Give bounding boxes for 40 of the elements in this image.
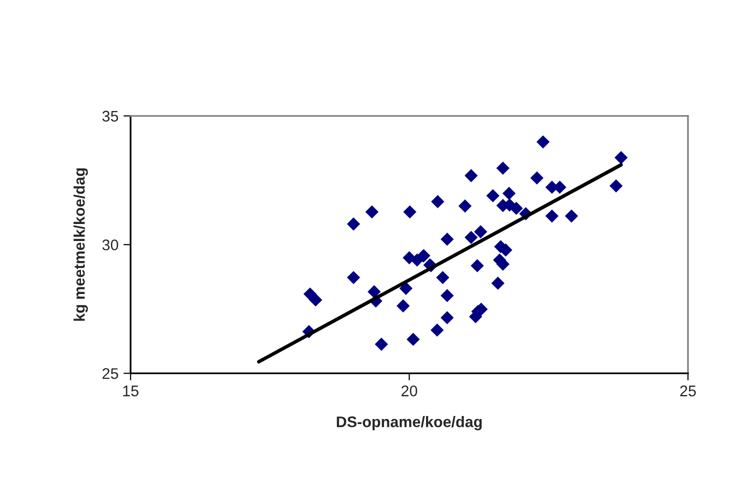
point [431,195,444,208]
point [545,209,559,223]
point [440,311,454,324]
point [368,285,381,298]
point [510,202,523,215]
point [486,189,500,202]
point [374,338,388,351]
point [365,205,379,219]
point [440,288,454,302]
y-axis-title: kg meetmelk/koe/dag [74,168,88,321]
x-tick-label: 25 [680,386,696,396]
point [346,217,360,231]
point [491,276,504,290]
point [502,186,516,200]
point [614,151,628,164]
point [406,332,420,346]
point [399,282,413,295]
point [440,232,454,246]
point [403,205,416,219]
x-axis-title: DS-opname/koe/dag [336,416,482,430]
point [470,259,484,272]
point [609,179,623,193]
point [346,270,360,284]
y-tick-label: 30 [102,239,118,250]
point [436,270,450,284]
point [309,293,322,307]
point [536,135,550,149]
x-tick-label: 20 [402,386,418,396]
point [474,225,488,238]
point [496,162,510,175]
point [396,299,410,312]
point [464,230,478,244]
point [430,323,444,337]
y-tick-label: 35 [102,110,118,122]
point [564,209,578,223]
point [530,171,544,185]
y-tick-label: 25 [102,368,118,379]
point [458,199,472,213]
x-tick-label: 15 [123,386,138,396]
point [464,169,478,182]
